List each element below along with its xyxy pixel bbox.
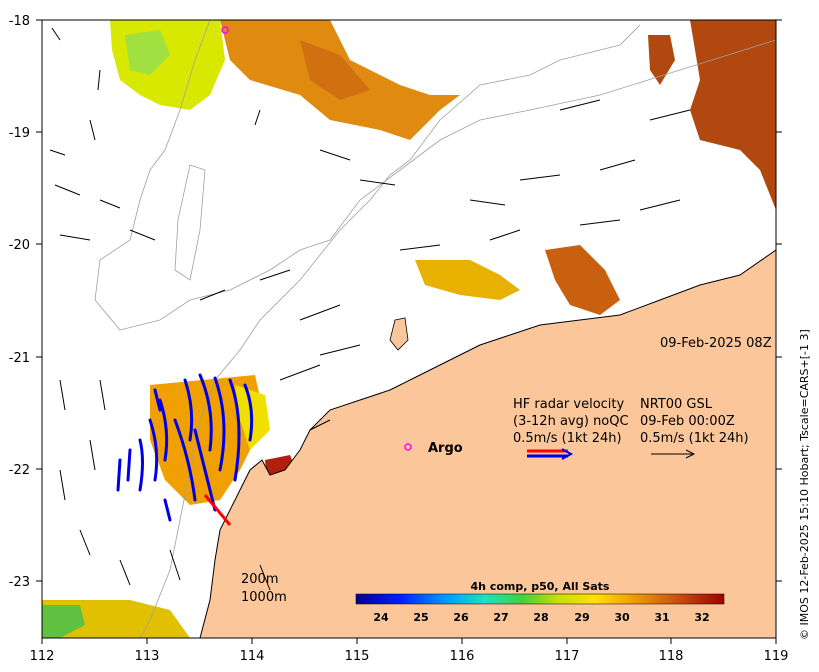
lon-tick-label: 119: [764, 649, 789, 664]
hf-title-1: HF radar velocity: [513, 397, 625, 412]
colorbar-tick: 32: [694, 611, 709, 624]
lon-axis: 112 113 114 115 116 117 118 119: [30, 638, 789, 664]
lon-tick-label: 117: [555, 649, 580, 664]
lat-tick-label: -21: [9, 351, 30, 366]
colorbar-tick: 26: [453, 611, 469, 624]
colorbar: 4h comp, p50, All Sats 24 25 26 27 28 29…: [355, 580, 725, 624]
colorbar-tick: 28: [533, 611, 548, 624]
colorbar-tick: 31: [654, 611, 669, 624]
nrt-scale: 0.5m/s (1kt 24h): [640, 431, 749, 446]
colorbar-tick: 30: [614, 611, 630, 624]
sst-patch-mid-east: [545, 245, 620, 315]
colorbar-tick: 27: [493, 611, 508, 624]
coastline: [199, 249, 776, 638]
colorbar-gradient: [355, 593, 725, 605]
contour-1000m: [94, 20, 776, 331]
lon-tick-label: 112: [30, 649, 55, 664]
hf-radar-arrows: [116, 373, 254, 522]
sst-patch-north-green-inner: [125, 30, 170, 75]
colorbar-title: 4h comp, p50, All Sats: [471, 580, 610, 593]
sst-patch-south-green: [42, 605, 85, 638]
lat-tick-label: -22: [9, 463, 30, 478]
credit-text: © IMOS 12-Feb-2025 15:10 Hobart; Tscale=…: [798, 329, 811, 640]
sst-patch-northeast: [690, 20, 776, 210]
velocity-legend: HF radar velocity (3-12h avg) noQC 0.5m/…: [513, 397, 749, 460]
date-label: 09-Feb-2025 08Z: [660, 336, 772, 351]
lon-tick-label: 118: [659, 649, 684, 664]
nrt-scale-arrow-head: [685, 449, 696, 459]
sst-patch-north-orange2: [300, 40, 370, 100]
contour-200m: [139, 24, 641, 638]
nrt-title-2: 09-Feb 00:00Z: [640, 414, 735, 429]
lat-tick-label: -18: [9, 14, 30, 29]
lon-tick-label: 115: [345, 649, 370, 664]
gsl-current-arrows: [49, 27, 691, 591]
lat-axis: -18 -19 -20 -21 -22 -23: [9, 14, 782, 590]
depth-label-200m: 200m: [241, 572, 278, 587]
lat-tick-label: -20: [9, 238, 30, 253]
lat-tick-label: -19: [9, 126, 30, 141]
plot-frame: [41, 19, 777, 639]
hf-radar-arrow-red: [203, 494, 232, 526]
lon-tick-label: 114: [240, 649, 265, 664]
argo-marker: [404, 443, 412, 451]
depth-label-1000m: 1000m: [241, 590, 287, 605]
colorbar-tick: 25: [413, 611, 428, 624]
land-mainland: [200, 250, 776, 638]
nrt-title-1: NRT00 GSL: [640, 397, 713, 412]
lon-tick-label: 113: [135, 649, 160, 664]
land-island-small: [389, 317, 409, 351]
hf-scale: 0.5m/s (1kt 24h): [513, 431, 622, 446]
hf-scale-arrow-head: [561, 448, 574, 460]
island-outline: [174, 164, 206, 281]
lon-tick-label: 116: [450, 649, 475, 664]
argo-marker-north: [221, 26, 229, 34]
colorbar-tick: 24: [373, 611, 389, 624]
hf-title-2: (3-12h avg) noQC: [513, 414, 629, 429]
lat-tick-label: -23: [9, 575, 30, 590]
sst-patch-mid-yellow: [415, 260, 520, 300]
argo-label: Argo: [428, 441, 463, 456]
sst-patch-northeast-small: [648, 35, 675, 85]
colorbar-tick: 29: [574, 611, 589, 624]
